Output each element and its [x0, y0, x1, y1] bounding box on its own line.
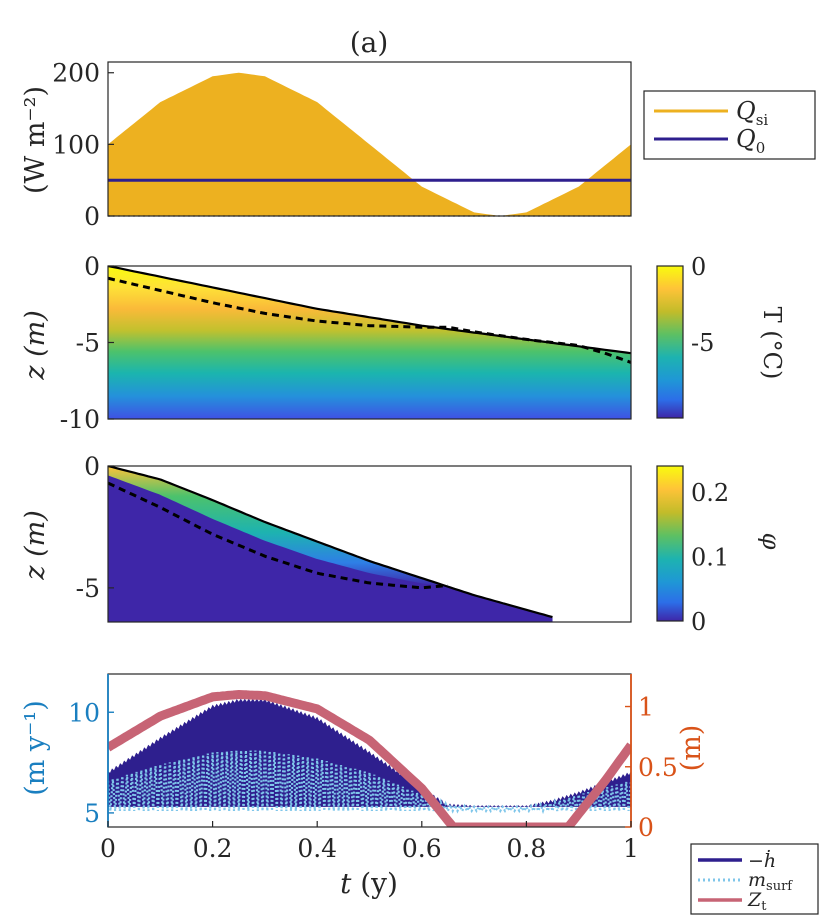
panel-porosity-frame — [107, 465, 632, 623]
porosity-surface-line — [108, 466, 553, 619]
colorbar-tick-label: 0 — [691, 253, 706, 281]
porosity-colorbar-ticks: 0.2 0.1 0 — [691, 479, 729, 636]
y-tick-label: 0 — [84, 202, 100, 231]
y-tick-label: -5 — [76, 574, 100, 603]
y-tick-label: 0.5 — [638, 753, 678, 782]
y-tick-label: 200 — [52, 59, 100, 88]
qsi-area — [108, 72, 631, 216]
temperature-field — [108, 266, 631, 419]
panel-porosity-y-ticks: 0 -5 — [76, 452, 114, 603]
porosity-colorbar-label: φ — [757, 533, 785, 550]
y-tick-label: 10 — [68, 698, 100, 727]
x-tick-label: 0 — [100, 834, 116, 863]
panel-flux: 0 100 200 (W m⁻²) Qsi Q0 — [20, 59, 816, 231]
rates-right-ticks: 00.51 — [625, 693, 678, 842]
x-tick-label: 0.4 — [297, 834, 337, 863]
panel-flux-y-ticks: 0 100 200 — [52, 59, 114, 231]
porosity-mushy-layer — [108, 466, 448, 587]
panel-porosity-ylabel: z (m) — [20, 510, 51, 580]
panel-temperature: 0 -5 -10 z (m) 0 -5 T (°C) — [20, 252, 786, 434]
legend-flux: Qsi Q0 — [643, 90, 816, 160]
legend-qsi-label: Qsi — [736, 97, 768, 129]
y-tick-label: 0 — [84, 452, 100, 481]
temperature-colorbar-ticks: 0 -5 — [691, 253, 714, 357]
legend-zt-label: Zt — [747, 889, 767, 914]
panel-temperature-ylabel: z (m) — [20, 310, 51, 380]
porosity-dashed-line — [108, 481, 449, 590]
y-tick-label: 1 — [638, 693, 654, 722]
x-axis-label: t (y) — [340, 867, 398, 900]
y-tick-label: 0 — [638, 813, 654, 842]
rates-left-ylabel: (m y⁻¹) — [20, 700, 51, 796]
legend-q0-label: Q0 — [736, 125, 765, 157]
x-axis-ticks: 0 0.2 0.4 0.6 0.8 1 — [100, 821, 639, 863]
panel-flux-ylabel: (W m⁻²) — [20, 86, 51, 194]
colorbar-tick-label: -5 — [691, 329, 714, 357]
temperature-dashed-line — [108, 276, 631, 364]
colorbar-tick-label: 0.2 — [691, 479, 729, 507]
temperature-surface-line — [108, 266, 631, 355]
legend-rates: −ḣ msurf Zt — [690, 843, 819, 915]
porosity-colorbar — [656, 465, 684, 622]
panel-rates: 510 00.51 (m y⁻¹) (m) 0 0.2 0.4 0.6 0.8 1 t (… — [20, 673, 819, 915]
rates-right-ylabel: (m) — [676, 725, 707, 772]
y-tick-label: -5 — [76, 329, 100, 358]
x-tick-label: 0.6 — [402, 834, 442, 863]
y-tick-label: -10 — [60, 405, 100, 434]
colorbar-tick-label: 0.1 — [691, 543, 729, 571]
colorbar-tick-label: 0 — [691, 608, 706, 636]
y-tick-label: 0 — [84, 252, 100, 281]
rates-left-ticks: 5 10 — [68, 698, 114, 828]
hdot-band — [108, 698, 631, 807]
legend-hdot-label: −ḣ — [748, 849, 776, 872]
x-tick-label: 0.2 — [193, 834, 233, 863]
panel-temperature-y-ticks: 0 -5 -10 — [60, 252, 114, 434]
temperature-colorbar-label: T (°C) — [758, 307, 786, 380]
panel-porosity: 0 -5 z (m) 0.2 0.1 0 φ — [20, 452, 785, 636]
figure-title: (a) — [350, 26, 389, 59]
x-tick-label: 1 — [623, 834, 639, 863]
legend-msurf-label: msurf — [748, 869, 793, 894]
y-tick-label: 5 — [84, 799, 100, 828]
temperature-colorbar — [656, 265, 684, 419]
y-tick-label: 100 — [52, 130, 100, 159]
x-tick-label: 0.8 — [507, 834, 547, 863]
panel-flux-frame — [107, 61, 632, 217]
zt-line — [108, 690, 631, 827]
